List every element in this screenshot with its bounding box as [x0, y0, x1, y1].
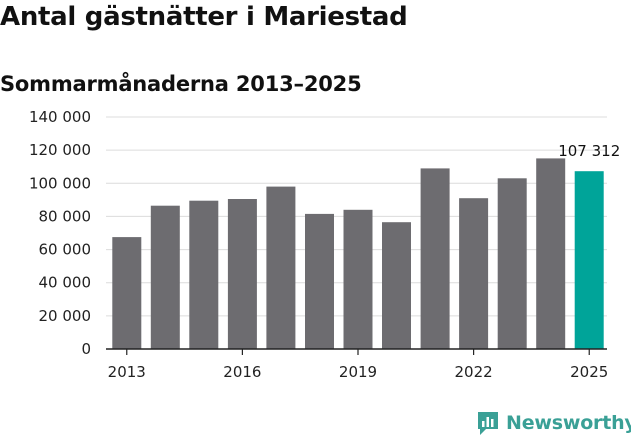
brand-name: Newsworthy — [506, 412, 631, 434]
chart-title: Antal gästnätter i Mariestad — [0, 2, 408, 32]
data-label: 107 312 — [558, 142, 620, 160]
bar-2018 — [305, 213, 334, 349]
bar-2025 — [574, 171, 604, 349]
newsworthy-chart-logo-icon — [478, 412, 498, 435]
bar-2014 — [150, 205, 180, 349]
y-tick-label: 100 000 — [29, 174, 91, 192]
bar-2019 — [343, 209, 373, 349]
y-tick-label: 120 000 — [29, 141, 91, 159]
bar-2017 — [266, 186, 296, 349]
chart-subtitle: Sommarmånaderna 2013–2025 — [0, 72, 362, 96]
x-axis: 2013 2016 2019 2022 2025 — [106, 348, 608, 381]
y-axis: 0 20 000 40 000 60 000 80 000 100 000 120 000 1… — [29, 108, 91, 358]
newsworthy-logo: Newsworthy — [476, 408, 631, 438]
bar-2013 — [112, 237, 142, 349]
bar-2022 — [459, 198, 489, 349]
x-tick-label: 2016 — [223, 363, 261, 381]
y-tick-label: 60 000 — [39, 241, 92, 259]
x-tick-label: 2025 — [570, 363, 608, 381]
bar-2016 — [227, 199, 257, 349]
y-tick-label: 40 000 — [39, 274, 92, 292]
x-tick-label: 2013 — [108, 363, 146, 381]
bar-chart: 0 20 000 40 000 60 000 80 000 100 000 120 000 1… — [29, 108, 620, 381]
y-tick-label: 80 000 — [39, 207, 92, 225]
x-tick-label: 2019 — [339, 363, 377, 381]
bar-2021 — [420, 168, 450, 349]
bar-2015 — [189, 200, 219, 349]
bar-2020 — [382, 222, 411, 349]
y-tick-label: 140 000 — [29, 108, 91, 126]
y-tick-label: 0 — [81, 340, 91, 358]
x-tick-label: 2022 — [455, 363, 493, 381]
data-labels: 107 312 — [558, 142, 620, 160]
y-tick-label: 20 000 — [39, 307, 92, 325]
bars — [112, 158, 604, 349]
bar-2024 — [536, 158, 566, 349]
bar-2023 — [497, 178, 527, 349]
